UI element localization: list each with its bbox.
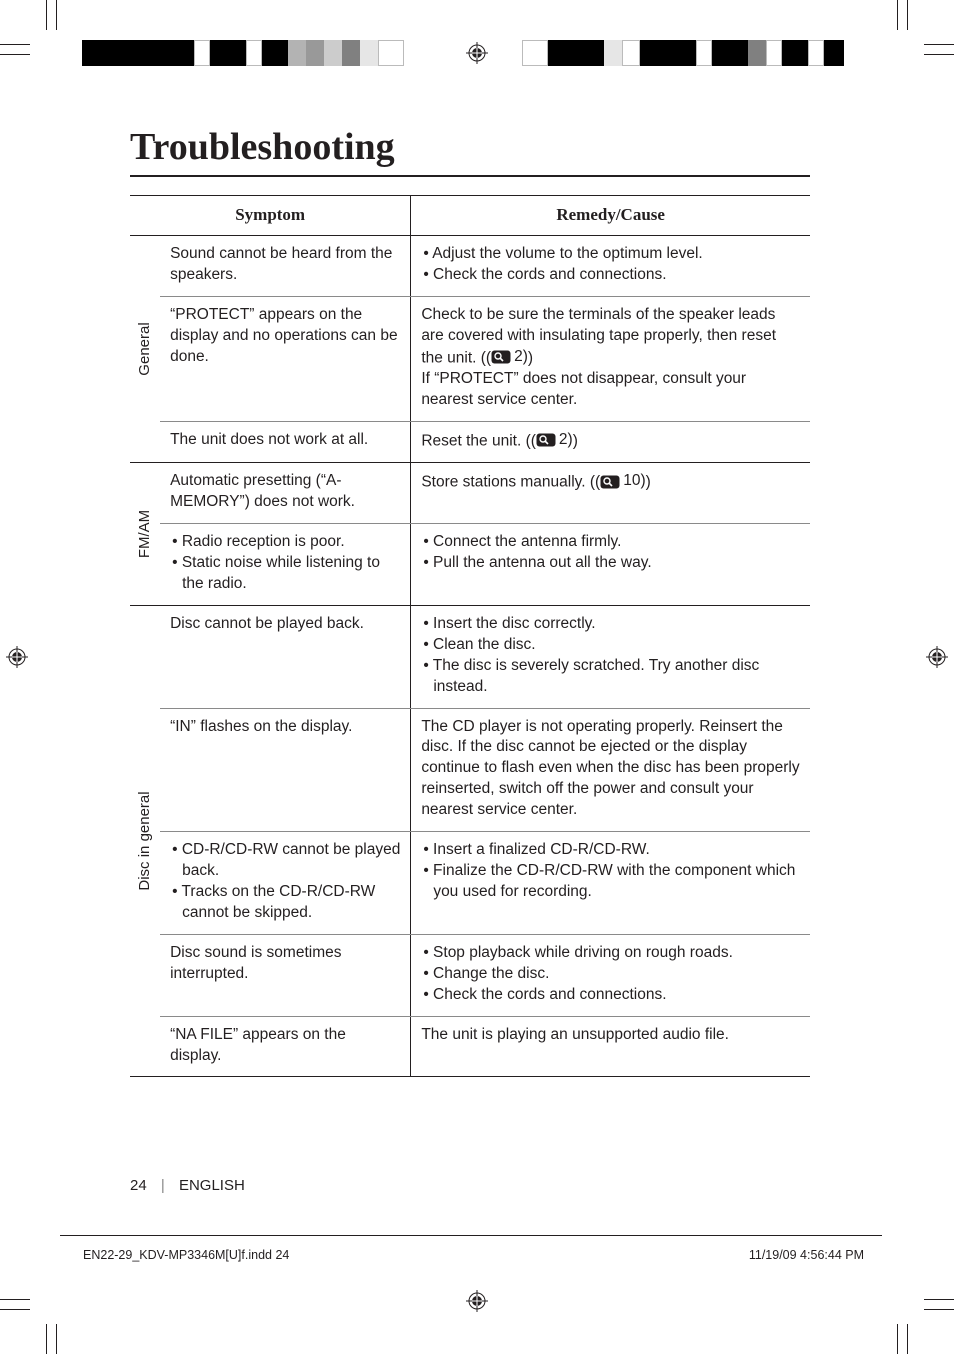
page-language: ENGLISH [179,1177,245,1194]
symptom-cell: Disc sound is sometimes interrupted. [160,934,411,1016]
symptom-cell: Radio reception is poor.Static noise whi… [160,524,411,606]
symptom-cell: “IN” flashes on the display. [160,708,411,832]
remedy-cell: Store stations manually. (( 10)) [411,463,810,524]
remedy-cell: Connect the antenna firmly.Pull the ante… [411,524,810,606]
remedy-cell: Stop playback while driving on rough roa… [411,934,810,1016]
symptom-cell: Disc cannot be played back. [160,605,411,708]
symptom-cell: Sound cannot be heard from the speakers. [160,235,411,296]
col-symptom: Symptom [130,196,411,236]
color-bar-left [82,40,404,66]
category-general: General [130,235,160,462]
registration-mark-bottom [466,1290,488,1312]
remedy-cell: Reset the unit. (( 2)) [411,421,810,462]
crop-marks-top [0,0,954,70]
print-job-info: EN22-29_KDV-MP3346M[U]f.indd 24 11/19/09… [83,1248,864,1262]
col-remedy: Remedy/Cause [411,196,810,236]
page-ref-icon: 2) [536,430,573,451]
symptom-cell: Automatic presetting (“A-MEMORY”) does n… [160,463,411,524]
symptom-cell: “PROTECT” appears on the display and no … [160,296,411,421]
page-ref-icon: 2) [491,347,528,368]
registration-mark-top [466,42,488,64]
remedy-cell: Insert a finalized CD-R/CD-RW.Finalize t… [411,832,810,935]
registration-mark-left [6,646,28,668]
page-number: 24 [130,1177,147,1194]
symptom-cell: The unit does not work at all. [160,421,411,462]
remedy-cell: Check to be sure the terminals of the sp… [411,296,810,421]
category-disc-in-general: Disc in general [130,605,160,1077]
remedy-cell: Insert the disc correctly.Clean the disc… [411,605,810,708]
symptom-cell: “NA FILE” appears on the display. [160,1016,411,1077]
page-footer: 24 | ENGLISH [130,1177,810,1194]
symptom-cell: CD-R/CD-RW cannot be played back.Tracks … [160,832,411,935]
registration-mark-right [926,646,948,668]
category-fm-am: FM/AM [130,463,160,606]
remedy-cell: Adjust the volume to the optimum level.C… [411,235,810,296]
remedy-cell: The unit is playing an unsupported audio… [411,1016,810,1077]
print-file: EN22-29_KDV-MP3346M[U]f.indd 24 [83,1248,289,1262]
crop-marks-bottom [0,1284,954,1354]
troubleshooting-table: Symptom Remedy/Cause GeneralSound cannot… [130,195,810,1077]
footer-rule [60,1235,882,1236]
remedy-cell: The CD player is not operating properly.… [411,708,810,832]
print-timestamp: 11/19/09 4:56:44 PM [749,1248,864,1262]
color-bar-right [522,40,844,66]
page-ref-icon: 10) [600,471,645,492]
page-title: Troubleshooting [130,125,810,177]
